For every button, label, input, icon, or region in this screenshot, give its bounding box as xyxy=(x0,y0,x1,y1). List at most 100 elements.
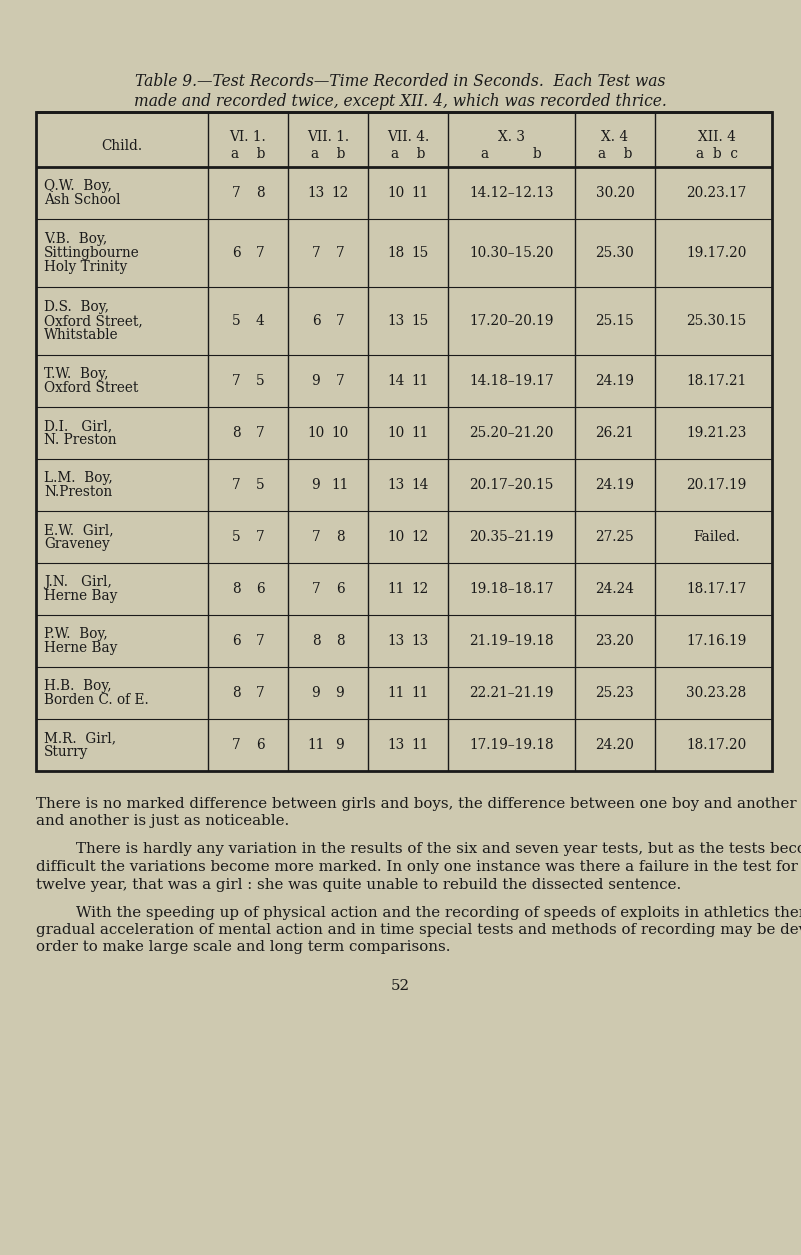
Text: 6: 6 xyxy=(256,738,264,752)
Text: 7: 7 xyxy=(312,246,320,260)
Text: 10: 10 xyxy=(388,530,405,543)
Text: 27.25: 27.25 xyxy=(596,530,634,543)
Text: 6: 6 xyxy=(336,582,344,596)
Text: There is no marked difference between girls and boys, the difference between one: There is no marked difference between gi… xyxy=(36,797,801,811)
Text: Sittingbourne: Sittingbourne xyxy=(44,246,139,260)
Text: Borden C. of E.: Borden C. of E. xyxy=(44,693,149,707)
Text: 15: 15 xyxy=(412,314,429,328)
Text: 18.17.21: 18.17.21 xyxy=(686,374,747,388)
Text: 4: 4 xyxy=(256,314,264,328)
Text: 20.35–21.19: 20.35–21.19 xyxy=(469,530,553,543)
Text: P.W.  Boy,: P.W. Boy, xyxy=(44,628,108,641)
Text: 9: 9 xyxy=(336,738,344,752)
Text: 11: 11 xyxy=(412,738,429,752)
Text: 7: 7 xyxy=(336,374,344,388)
Text: 12: 12 xyxy=(412,582,429,596)
Text: 23.20: 23.20 xyxy=(596,634,634,648)
Text: Herne Bay: Herne Bay xyxy=(44,589,118,602)
Text: 9: 9 xyxy=(312,374,320,388)
Text: a    b: a b xyxy=(311,147,345,161)
Text: 10: 10 xyxy=(308,425,324,441)
Text: 22.21–21.19: 22.21–21.19 xyxy=(469,686,553,700)
Text: Herne Bay: Herne Bay xyxy=(44,641,118,655)
Text: 25.20–21.20: 25.20–21.20 xyxy=(469,425,553,441)
Text: There is hardly any variation in the results of the six and seven year tests, bu: There is hardly any variation in the res… xyxy=(76,842,801,856)
Text: 8: 8 xyxy=(231,582,240,596)
Text: 6: 6 xyxy=(312,314,320,328)
Text: a    b: a b xyxy=(231,147,265,161)
Text: 12: 12 xyxy=(332,186,348,200)
Text: VII. 4.: VII. 4. xyxy=(387,131,429,144)
Text: 5: 5 xyxy=(231,314,240,328)
Text: 13: 13 xyxy=(388,314,405,328)
Text: 14.12–12.13: 14.12–12.13 xyxy=(469,186,553,200)
Text: 8: 8 xyxy=(312,634,320,648)
Text: 17.16.19: 17.16.19 xyxy=(686,634,747,648)
Text: 30.20: 30.20 xyxy=(596,186,634,200)
Text: 17.19–19.18: 17.19–19.18 xyxy=(469,738,553,752)
Text: XII. 4: XII. 4 xyxy=(698,131,735,144)
Text: 7: 7 xyxy=(231,186,240,200)
Text: 52: 52 xyxy=(390,979,409,993)
Text: E.W.  Girl,: E.W. Girl, xyxy=(44,523,114,537)
Text: 21.19–19.18: 21.19–19.18 xyxy=(469,634,553,648)
Text: 5: 5 xyxy=(256,374,264,388)
Text: 10: 10 xyxy=(388,425,405,441)
Text: 19.18–18.17: 19.18–18.17 xyxy=(469,582,553,596)
Text: 25.30.15: 25.30.15 xyxy=(686,314,747,328)
Text: 7: 7 xyxy=(312,530,320,543)
Text: Whitstable: Whitstable xyxy=(44,328,119,343)
Text: N. Preston: N. Preston xyxy=(44,433,117,447)
Text: difficult the variations become more marked. In only one instance was there a fa: difficult the variations become more mar… xyxy=(36,860,801,873)
Text: 13: 13 xyxy=(388,634,405,648)
Text: 8: 8 xyxy=(336,634,344,648)
Text: 6: 6 xyxy=(231,634,240,648)
Text: With the speeding up of physical action and the recording of speeds of exploits : With the speeding up of physical action … xyxy=(76,906,801,920)
Text: 25.30: 25.30 xyxy=(596,246,634,260)
Text: 5: 5 xyxy=(231,530,240,543)
Text: 25.23: 25.23 xyxy=(596,686,634,700)
Text: and another is just as noticeable.: and another is just as noticeable. xyxy=(36,814,289,828)
Text: 7: 7 xyxy=(231,478,240,492)
Text: a    b: a b xyxy=(598,147,632,161)
Text: 7: 7 xyxy=(336,246,344,260)
Text: 9: 9 xyxy=(312,478,320,492)
Text: Holy Trinity: Holy Trinity xyxy=(44,260,127,274)
Text: H.B.  Boy,: H.B. Boy, xyxy=(44,679,111,693)
Text: 19.17.20: 19.17.20 xyxy=(686,246,747,260)
Text: a    b: a b xyxy=(391,147,425,161)
Text: 7: 7 xyxy=(231,738,240,752)
Text: D.S.  Boy,: D.S. Boy, xyxy=(44,300,109,314)
Text: X. 3: X. 3 xyxy=(498,131,525,144)
Text: D.I.   Girl,: D.I. Girl, xyxy=(44,419,112,433)
Text: 9: 9 xyxy=(336,686,344,700)
Text: 11: 11 xyxy=(412,425,429,441)
Text: 7: 7 xyxy=(231,374,240,388)
Text: 24.19: 24.19 xyxy=(595,478,634,492)
Text: 11: 11 xyxy=(332,478,348,492)
Text: 8: 8 xyxy=(336,530,344,543)
Text: 20.23.17: 20.23.17 xyxy=(686,186,747,200)
Text: M.R.  Girl,: M.R. Girl, xyxy=(44,730,116,745)
Text: a  b  c: a b c xyxy=(695,147,738,161)
Text: 15: 15 xyxy=(412,246,429,260)
Text: 11: 11 xyxy=(412,374,429,388)
Text: 7: 7 xyxy=(256,686,264,700)
Text: 7: 7 xyxy=(336,314,344,328)
Text: 6: 6 xyxy=(256,582,264,596)
Text: 18: 18 xyxy=(388,246,405,260)
Text: 6: 6 xyxy=(231,246,240,260)
Text: Child.: Child. xyxy=(102,138,143,153)
Text: 26.21: 26.21 xyxy=(596,425,634,441)
Text: 24.24: 24.24 xyxy=(595,582,634,596)
Text: 8: 8 xyxy=(256,186,264,200)
Text: 8: 8 xyxy=(231,425,240,441)
Text: twelve year, that was a girl : she was quite unable to rebuild the dissected sen: twelve year, that was a girl : she was q… xyxy=(36,877,681,891)
Text: 5: 5 xyxy=(256,478,264,492)
Text: 7: 7 xyxy=(256,530,264,543)
Text: 17.20–20.19: 17.20–20.19 xyxy=(469,314,553,328)
Text: Q.W.  Boy,: Q.W. Boy, xyxy=(44,179,112,193)
Text: 11: 11 xyxy=(412,686,429,700)
Text: a          b: a b xyxy=(481,147,541,161)
Text: gradual acceleration of mental action and in time special tests and methods of r: gradual acceleration of mental action an… xyxy=(36,922,801,937)
